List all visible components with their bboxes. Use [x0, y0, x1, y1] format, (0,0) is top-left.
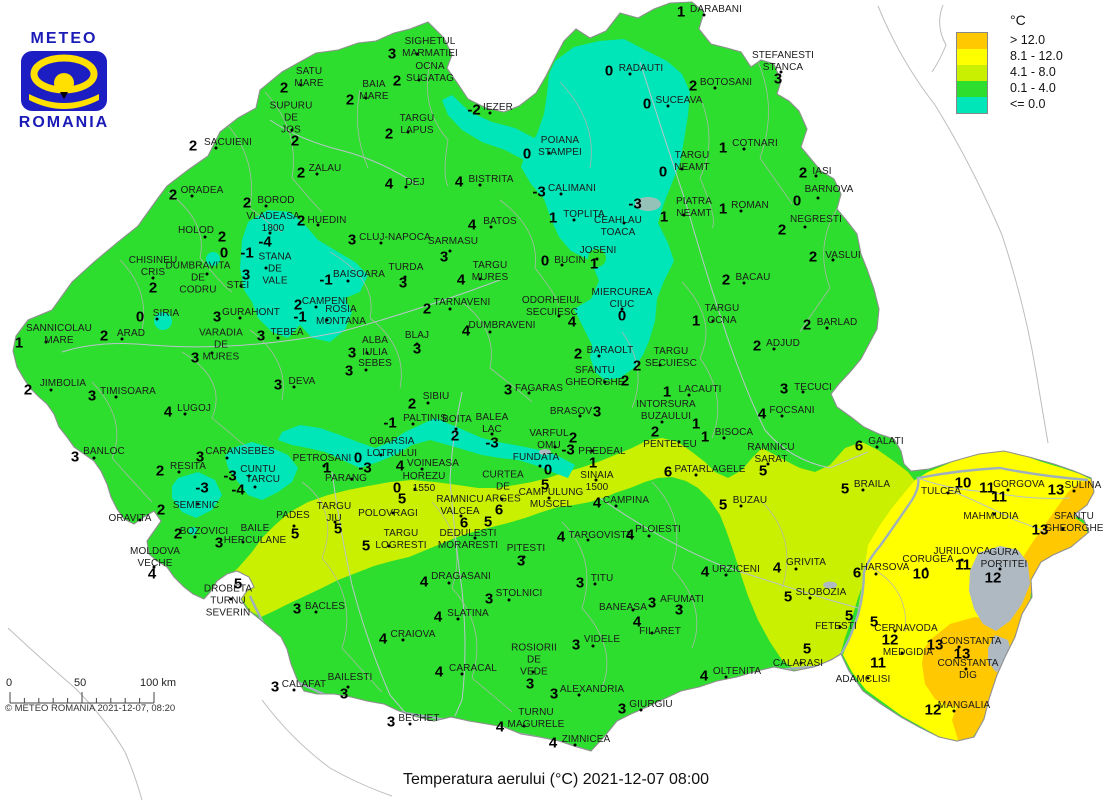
zone-cyan-northeast [521, 39, 690, 380]
county-border [559, 81, 592, 169]
zone-green-joseni-island [588, 249, 606, 267]
legend-swatch [957, 49, 987, 65]
river-siret [639, 61, 869, 469]
county-border [461, 301, 533, 403]
zone-yellow [843, 450, 1094, 742]
county-border [699, 96, 714, 229]
zone-yellowgreen [222, 438, 918, 670]
legend-title: °C [1010, 12, 1026, 28]
logo-text-bottom: ROMANIA [18, 113, 110, 131]
neighbor-border-serbia [7, 627, 143, 801]
zone-cyan-semenic [172, 472, 222, 518]
legend-swatch [957, 81, 987, 97]
county-border [264, 91, 323, 213]
zone-cyan-siria [154, 312, 172, 330]
county-border [91, 381, 153, 503]
scale-label-0: 0 [6, 677, 12, 689]
county-border [757, 61, 793, 205]
romania-border [12, 1, 1095, 752]
river-olt [449, 391, 466, 717]
county-border [621, 331, 639, 409]
county-border [356, 89, 369, 169]
county-border [761, 501, 788, 589]
danube-delta-channel [917, 477, 1071, 499]
zone-cyan-apuseni [240, 210, 368, 342]
zone-cyan-carpathian-band [278, 418, 575, 478]
county-border [301, 481, 383, 693]
legend-label: <= 0.0 [1010, 97, 1046, 111]
danube-delta-channel [949, 489, 1046, 533]
zone-orange-constanta [922, 617, 1012, 707]
river-ialomita [599, 497, 859, 609]
county-border [871, 567, 906, 633]
zone-cyan-tarcu [225, 442, 298, 500]
scale-label-100km: 100 km [140, 677, 176, 689]
county-border [681, 281, 719, 439]
county-border [224, 121, 283, 233]
zone-cyan-tisa [442, 95, 560, 172]
legend-swatch [957, 97, 987, 113]
copyright-text: © METEO ROMANIA 2021-12-07, 08:20 [5, 703, 176, 714]
county-border [427, 61, 449, 187]
ceahlau-rock-patch [635, 197, 661, 211]
legend-label: 8.1 - 12.0 [1010, 49, 1063, 63]
zone-cyan-bozovici [189, 527, 197, 535]
county-border [249, 329, 284, 401]
legend-swatch [957, 33, 987, 49]
county-border [499, 199, 559, 307]
meteo-romania-emblem-icon [21, 50, 107, 111]
neighbor-border-bulgaria [261, 699, 393, 797]
zone-cyan-dumbravita [206, 252, 220, 266]
county-border [431, 501, 513, 713]
temperature-legend: °C > 12.0 8.1 - 12.0 4.1 - 8.0 0.1 - 4.0 <= … [956, 12, 1063, 114]
neighbor-border [931, 4, 947, 73]
legend-label: 4.1 - 8.0 [1010, 65, 1056, 79]
small-lake [823, 581, 837, 589]
county-border [119, 259, 145, 331]
small-lake [539, 449, 551, 455]
legend-items [956, 32, 988, 114]
county-border [561, 521, 608, 689]
river-mures [61, 279, 501, 353]
logo-text-top: METEO [30, 30, 98, 47]
county-border [167, 191, 233, 293]
legend-label: 0.1 - 4.0 [1010, 81, 1056, 95]
map-caption: Temperatura aerului (°C) 2021-12-07 08:0… [402, 771, 710, 788]
legend-labels: > 12.0 8.1 - 12.0 4.1 - 8.0 0.1 - 4.0 <= 0.0 [1010, 32, 1063, 112]
county-border [799, 196, 846, 333]
legend-swatch [957, 65, 987, 81]
river-somes [269, 119, 419, 186]
scale-label-50: 50 [74, 677, 86, 689]
county-border [181, 351, 253, 453]
neighbor-border-moldova-ukraine [877, 5, 1049, 444]
county-border [651, 481, 698, 649]
scale-ticks [9, 692, 155, 704]
legend-label: > 12.0 [1010, 33, 1046, 47]
map-scale-bar: 0 50 100 km [6, 677, 176, 704]
lake-razim [969, 546, 1030, 631]
river-jiu [331, 471, 409, 717]
meteo-romania-logo: METEO ROMANIA [16, 30, 112, 131]
county-border [329, 251, 402, 389]
